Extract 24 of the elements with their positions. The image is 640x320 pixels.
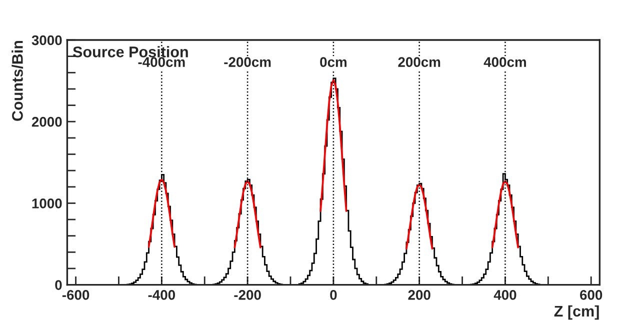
- x-axis-title: Z [cm]: [554, 305, 599, 320]
- x-tick-label: 400: [494, 290, 516, 300]
- x-tick-label: -200: [234, 290, 261, 300]
- line-series: [320, 79, 348, 212]
- x-tick-label: -600: [62, 290, 90, 300]
- x-tick-label: 0: [330, 290, 337, 300]
- ref-line-label: 400cm: [484, 57, 526, 67]
- annotation: Source Position: [72, 46, 188, 58]
- x-tick-label: 600: [580, 290, 602, 300]
- line-series: [234, 180, 262, 248]
- y-tick-label: 2000: [32, 116, 62, 127]
- line-series: [491, 180, 519, 248]
- x-tick-label: 200: [408, 290, 430, 300]
- ref-line-label: 200cm: [398, 57, 440, 67]
- y-tick-label: 0: [55, 280, 62, 290]
- ref-line-label: -200cm: [224, 57, 271, 67]
- line-series: [148, 178, 176, 248]
- ref-line-label: 0cm: [320, 57, 346, 67]
- x-tick-label: -400: [148, 290, 176, 300]
- ref-line-label: -400cm: [138, 57, 185, 67]
- y-tick-label: 1000: [32, 198, 62, 208]
- line-series: [406, 184, 434, 250]
- y-tick-label: 3000: [32, 35, 62, 46]
- y-axis-title: Counts/Bin: [12, 40, 24, 121]
